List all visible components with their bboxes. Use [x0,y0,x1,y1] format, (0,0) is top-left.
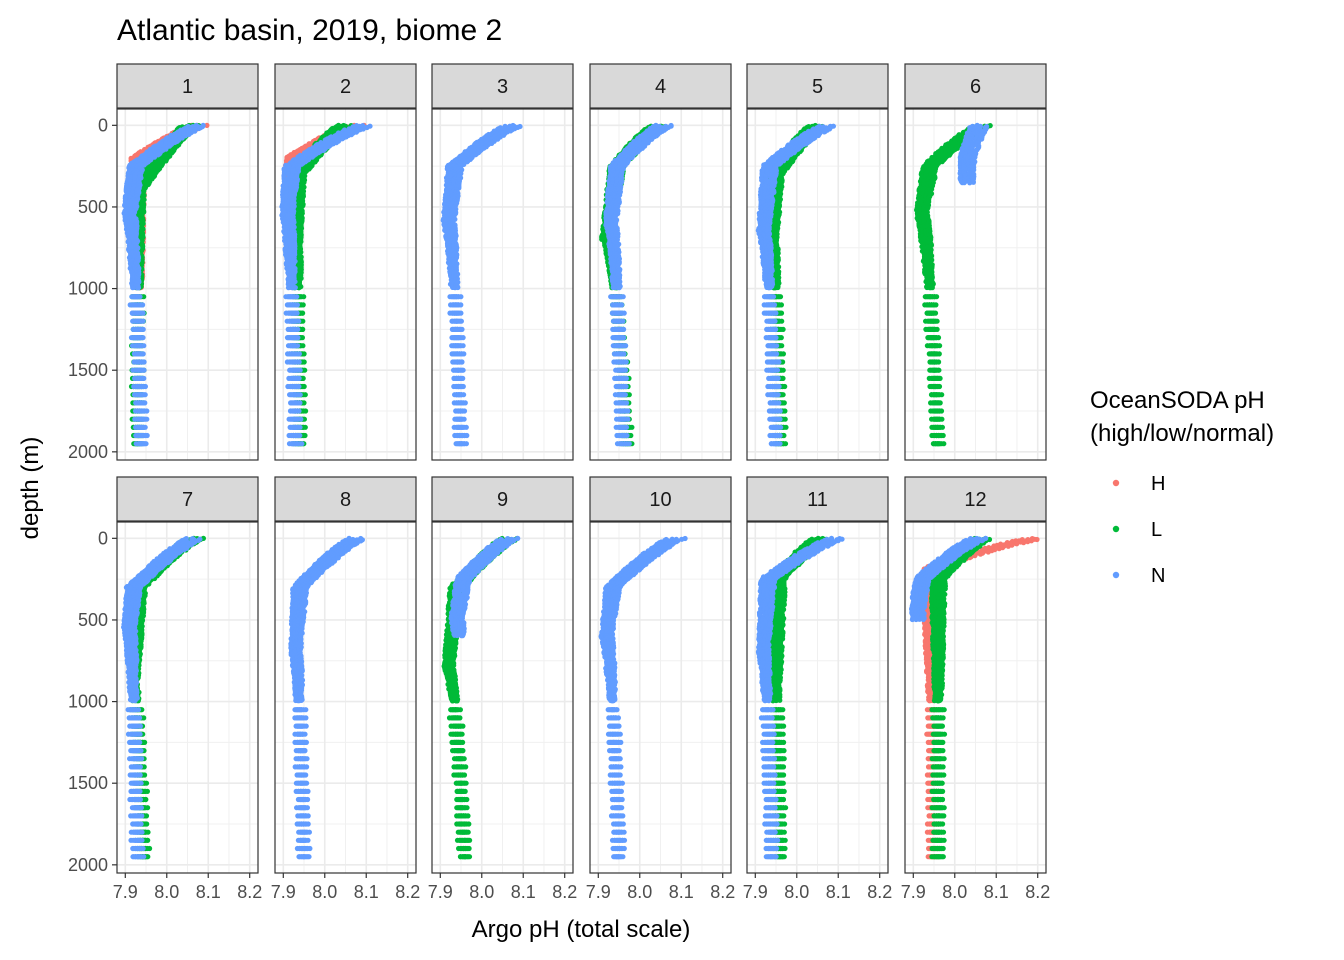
point-L [300,310,306,316]
point-N [297,400,303,406]
point-L [302,424,308,430]
point-L [301,416,307,422]
point-N [140,351,146,357]
point-N [296,408,302,414]
point-N [0,123,3,128]
point-L [301,294,307,300]
point-N [144,416,150,422]
point-H [204,122,210,128]
point-N [296,383,302,390]
point-H [0,122,3,127]
point-N [141,359,147,365]
facet-strip [431,63,574,109]
point-N [135,285,141,291]
points-group [0,122,373,447]
point-L [300,375,306,381]
point-N [299,441,305,447]
point-L [141,294,147,300]
panel-border [274,108,417,461]
point-N [144,432,150,439]
point-N [140,326,146,332]
points-group [0,122,210,447]
point-N [296,351,302,357]
point-N [295,326,301,332]
point-N [296,318,302,324]
point-L [302,432,308,439]
point-N [142,400,148,406]
point-N [0,123,3,128]
point-L [300,326,306,332]
point-N [140,318,146,324]
chart-title: Atlantic basin, 2019, biome 2 [117,14,502,47]
point-N [144,408,150,414]
point-N [142,424,148,430]
facet-panel-1: 1 [0,63,259,461]
point-N [137,294,143,300]
point-L [0,123,3,128]
point-N [297,432,303,439]
panel-border [116,108,259,461]
point-L [302,392,308,398]
point-L [300,302,306,308]
point-N [140,335,146,341]
point-L [301,383,307,390]
point-L [300,343,306,349]
point-N [140,302,146,308]
facet-strip-label: 2 [340,76,351,98]
point-L [303,408,309,414]
facet-strip [274,63,417,109]
facet-panel-2: 2 [0,63,417,461]
point-N [294,302,300,308]
point-N [141,367,147,373]
point-N [297,424,303,430]
point-N [295,343,301,349]
point-N [0,123,3,128]
point-H [0,123,3,128]
point-N [0,123,3,128]
facet-panel-3: 3 [0,63,574,461]
facet-strip [116,63,259,109]
point-L [296,285,302,291]
point-N [143,441,149,447]
point-N [298,416,304,422]
point-N [141,343,147,349]
point-N [141,375,147,381]
point-N [142,392,148,398]
point-L [301,351,307,357]
point-N [0,123,3,128]
point-N [297,392,303,398]
point-L [302,367,308,373]
point-L [300,318,306,324]
point-N [296,359,302,365]
facet-panels: 1 2 3 4 5 67 8 9 10 11 12 [0,63,1047,874]
point-N [292,285,298,291]
point-N [294,294,300,300]
points-group [0,122,523,447]
point-H [0,123,3,128]
point-N [296,375,302,381]
point-N [294,310,300,316]
point-N [297,367,303,373]
facet-strip-label: 3 [497,76,508,98]
point-N [140,310,146,316]
point-L [301,359,307,365]
point-N [0,123,3,128]
point-N [295,335,301,341]
point-L [299,335,305,341]
point-N [142,383,148,390]
point-L [301,400,307,406]
point-L [0,123,3,128]
facet-strip-label: 1 [182,76,193,98]
